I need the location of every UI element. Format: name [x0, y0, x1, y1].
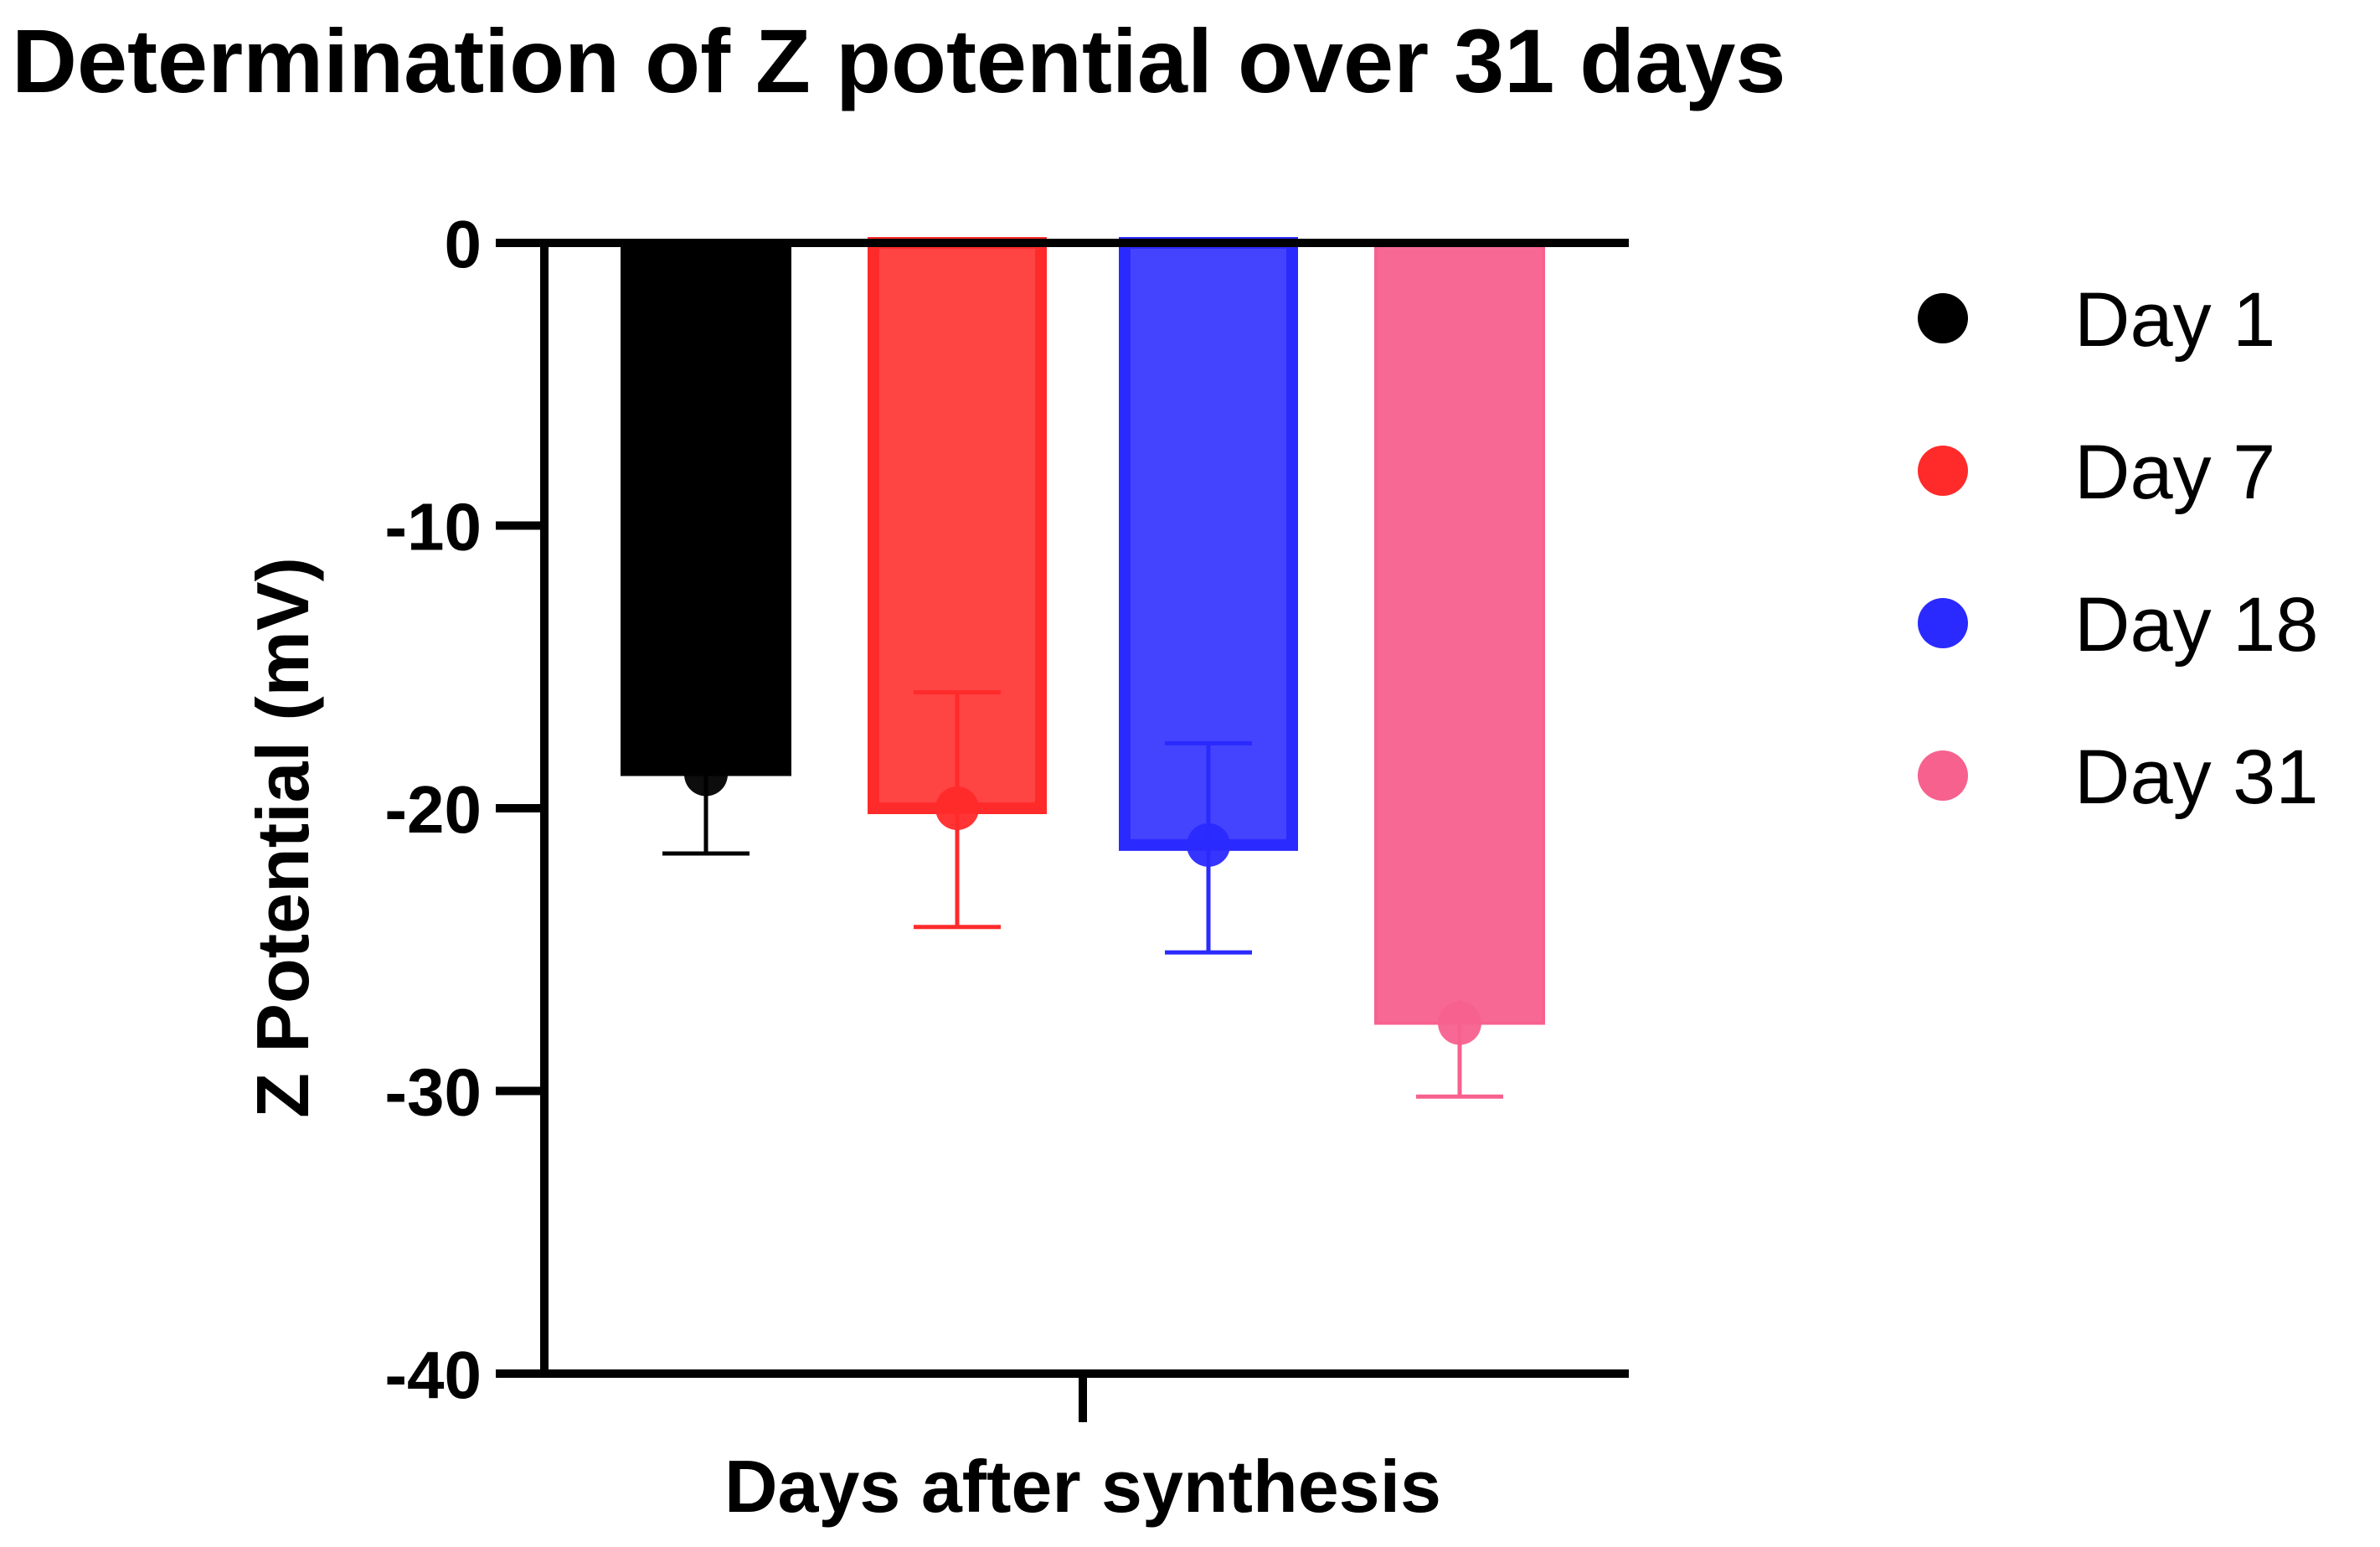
legend-marker-day-31: [1918, 750, 1968, 801]
legend-marker-day-7: [1918, 446, 1968, 496]
mean-point: [1187, 822, 1230, 867]
y-ticks-layer: 0 -10 -20 -30 -40: [384, 207, 544, 1412]
legend-label: Day 18: [2074, 582, 2319, 668]
mean-point: [684, 752, 728, 797]
mean-point: [1438, 1001, 1481, 1045]
legend-marker-day-1: [1918, 293, 1968, 343]
chart-title: Determination of Z potential over 31 day…: [12, 10, 1785, 111]
y-tick-label: -10: [384, 490, 482, 565]
bars-layer: [621, 237, 1545, 1099]
mean-point: [935, 786, 979, 830]
legend-label: Day 31: [2074, 735, 2319, 820]
legend-marker-day-18: [1918, 598, 1968, 648]
y-tick-label: -20: [384, 772, 482, 847]
y-tick-label: -40: [384, 1338, 482, 1412]
legend-label: Day 7: [2074, 430, 2275, 515]
y-tick-label: -30: [384, 1055, 482, 1130]
y-tick-label: 0: [445, 207, 482, 281]
bar-day-1: [621, 241, 791, 776]
y-axis-label: Z Potential (mV): [241, 557, 324, 1118]
bar-day-31: [1374, 241, 1545, 1025]
legend-label: Day 1: [2074, 277, 2275, 363]
x-axis-label: Days after synthesis: [724, 1445, 1441, 1528]
legend: Day 1 Day 7 Day 18 Day 31: [1918, 277, 2319, 820]
